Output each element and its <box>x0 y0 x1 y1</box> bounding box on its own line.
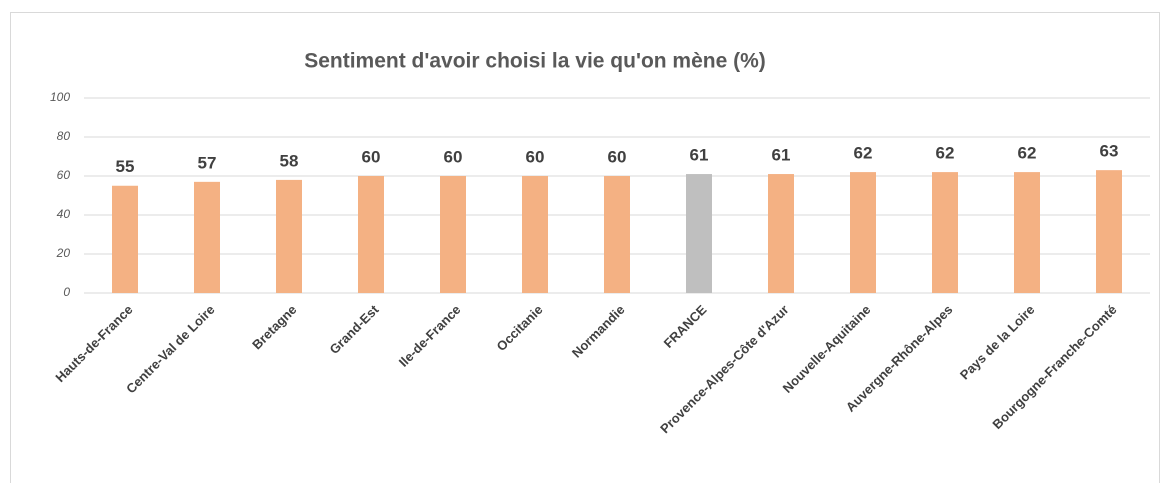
bar <box>440 176 466 293</box>
data-label: 57 <box>198 153 217 172</box>
data-label: 60 <box>362 147 381 166</box>
y-tick-label: 100 <box>50 90 70 104</box>
bar <box>194 181 220 293</box>
y-tick-label: 40 <box>57 207 71 221</box>
bar <box>1096 170 1122 293</box>
y-tick-label: 0 <box>63 285 70 299</box>
bar <box>932 172 958 293</box>
y-tick-label: 80 <box>57 129 71 143</box>
bar <box>522 176 548 293</box>
data-label: 60 <box>444 147 463 166</box>
data-label: 58 <box>280 151 299 170</box>
chart-title: Sentiment d'avoir choisi la vie qu'on mè… <box>304 50 766 73</box>
data-label: 63 <box>1100 142 1119 161</box>
data-label: 62 <box>1018 144 1037 163</box>
bar <box>686 174 712 293</box>
data-label: 60 <box>526 147 545 166</box>
bar <box>850 172 876 293</box>
data-label: 60 <box>608 147 627 166</box>
data-label: 55 <box>116 157 135 176</box>
data-label: 61 <box>690 146 709 165</box>
y-tick-label: 20 <box>56 246 71 260</box>
bar <box>112 185 138 293</box>
y-tick-label: 60 <box>57 168 71 182</box>
bar <box>604 176 630 293</box>
bar <box>768 174 794 293</box>
data-label: 62 <box>854 144 873 163</box>
data-label: 61 <box>772 146 791 165</box>
data-label: 62 <box>936 144 955 163</box>
bar <box>276 179 302 293</box>
chart-border <box>10 12 1160 483</box>
bar <box>358 176 384 293</box>
bar <box>1014 172 1040 293</box>
